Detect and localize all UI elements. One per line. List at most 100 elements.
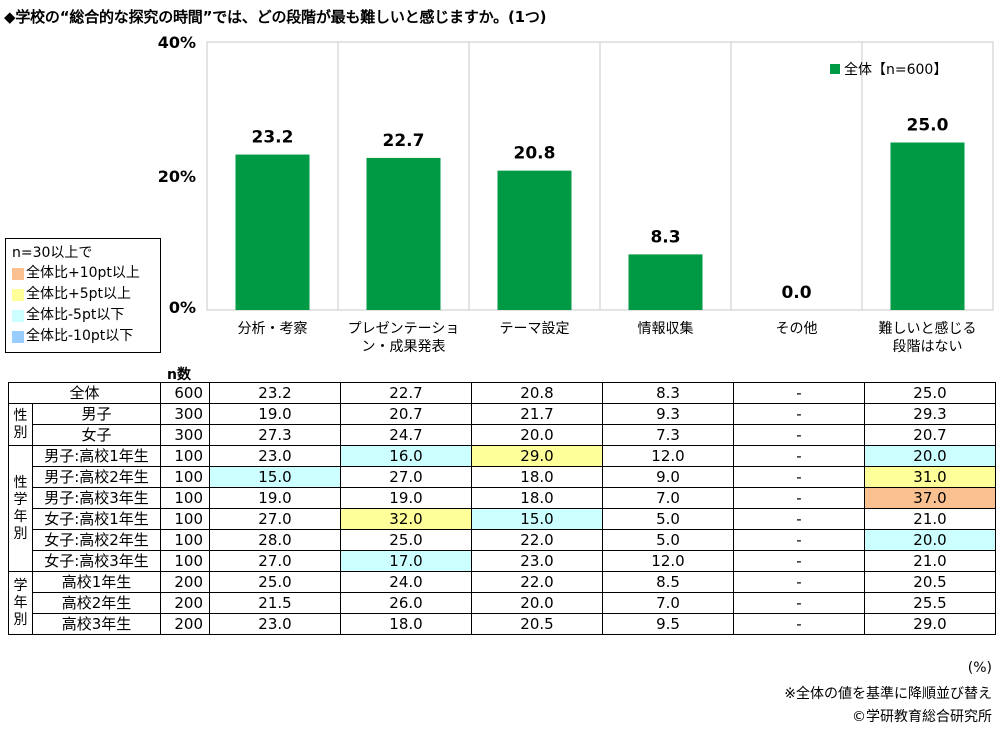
- value-cell: 20.7: [864, 424, 996, 446]
- value-cell: 8.3: [602, 382, 734, 404]
- value-cell: 21.5: [209, 592, 341, 614]
- table-row: 女子 300 27.3 24.7 20.0 7.3-20.7: [9, 424, 996, 446]
- x-category-label: 難しいと感じる 段階はない: [878, 321, 977, 355]
- value-cell: 20.0: [471, 592, 603, 614]
- legend-label: 全体比-5pt以下: [26, 307, 125, 323]
- n-count-cell: 300: [160, 403, 210, 425]
- value-cell: 20.0: [864, 529, 996, 551]
- legend-label: 全体比+10pt以上: [26, 265, 140, 281]
- crosstab-table: 全体 600 23.2 22.7 20.8 8.3-25.0 性別 男子 300 19.0 20.7…: [8, 382, 996, 635]
- n-count-cell: 200: [160, 592, 210, 614]
- n-count-cell: 300: [160, 424, 210, 446]
- x-category-label: 情報収集: [637, 321, 694, 337]
- highlight-legend-header: n=30以上で: [12, 245, 93, 261]
- value-cell: 20.5: [471, 613, 603, 635]
- value-cell: 12.0: [602, 550, 734, 572]
- row-label: 高校1年生: [32, 571, 161, 593]
- value-cell: 8.5: [602, 571, 734, 593]
- value-cell: 31.0: [864, 466, 996, 488]
- value-cell: 29.0: [864, 613, 996, 635]
- legend-swatch: [12, 330, 24, 343]
- copyright-note: ©学研教育総合研究所: [852, 709, 992, 725]
- bar: [497, 170, 572, 310]
- unit-note: (%): [967, 660, 992, 676]
- row-label: 全体: [8, 382, 161, 404]
- value-cell: 22.0: [471, 571, 603, 593]
- value-cell: -: [733, 424, 865, 446]
- value-cell: -: [733, 592, 865, 614]
- value-cell: 9.3: [602, 403, 734, 425]
- value-cell: 7.0: [602, 487, 734, 509]
- n-count-cell: 600: [160, 382, 210, 404]
- value-cell: 27.3: [209, 424, 341, 446]
- value-cell: 9.5: [602, 613, 734, 635]
- value-cell: 28.0: [209, 529, 341, 551]
- value-cell: 25.0: [864, 382, 996, 404]
- value-cell: 21.0: [864, 508, 996, 530]
- value-cell: -: [733, 613, 865, 635]
- row-label: 男子:高校2年生: [32, 466, 161, 488]
- value-cell: 9.0: [602, 466, 734, 488]
- value-cell: 18.0: [340, 613, 472, 635]
- y-tick-label: 20%: [158, 167, 196, 186]
- value-cell: 5.0: [602, 529, 734, 551]
- n-count-cell: 100: [160, 487, 210, 509]
- value-cell: 23.0: [471, 550, 603, 572]
- value-cell: -: [733, 550, 865, 572]
- value-cell: 23.2: [209, 382, 341, 404]
- value-cell: 27.0: [209, 550, 341, 572]
- table-row: 全体 600 23.2 22.7 20.8 8.3-25.0: [8, 382, 996, 404]
- bar-chart: 0% 20% 40% 23.2 22.7 20.8 8.3 0.0 25.0 全体【n=600】: [158, 33, 994, 317]
- legend-label: 全体比+5pt以上: [26, 286, 132, 302]
- row-label: 高校3年生: [32, 613, 161, 635]
- value-cell: 5.0: [602, 508, 734, 530]
- value-cell: 20.0: [864, 445, 996, 467]
- y-tick-label: 0%: [169, 298, 196, 317]
- value-cell: 18.0: [471, 487, 603, 509]
- series-legend-label: 全体【n=600】: [844, 61, 947, 78]
- n-count-header: n数: [167, 367, 191, 383]
- value-cell: 24.0: [340, 571, 472, 593]
- value-cell: 21.0: [864, 550, 996, 572]
- row-label: 女子:高校2年生: [32, 529, 161, 551]
- value-cell: 22.0: [471, 529, 603, 551]
- x-category-label: プレゼンテーショ ン・成果発表: [347, 321, 460, 355]
- value-cell: 18.0: [471, 466, 603, 488]
- legend-swatch: [12, 267, 24, 280]
- value-cell: 19.0: [209, 403, 341, 425]
- value-cell: 12.0: [602, 445, 734, 467]
- n-count-cell: 100: [160, 508, 210, 530]
- series-legend-swatch: [830, 64, 840, 74]
- value-cell: 23.0: [209, 613, 341, 635]
- value-cell: 15.0: [471, 508, 603, 530]
- bar-value-label: 23.2: [252, 128, 294, 148]
- bar-value-label: 20.8: [514, 144, 556, 164]
- value-cell: 23.0: [209, 445, 341, 467]
- bar: [235, 154, 310, 310]
- bar-value-label: 0.0: [781, 283, 811, 303]
- value-cell: -: [733, 403, 865, 425]
- n-count-cell: 200: [160, 571, 210, 593]
- value-cell: 16.0: [340, 445, 472, 467]
- value-cell: -: [733, 529, 865, 551]
- value-cell: 25.0: [340, 529, 472, 551]
- row-group-label: 性別: [8, 403, 33, 446]
- value-cell: 17.0: [340, 550, 472, 572]
- highlight-legend-item: 全体比+10pt以上: [12, 263, 154, 284]
- value-cell: -: [733, 445, 865, 467]
- value-cell: -: [733, 571, 865, 593]
- bar-value-label: 22.7: [383, 131, 425, 151]
- value-cell: 20.8: [471, 382, 603, 404]
- row-group-label: 学年別: [8, 571, 33, 635]
- table-row: 高校2年生 200 21.5 26.0 20.0 7.0-25.5: [9, 592, 996, 614]
- value-cell: 20.5: [864, 571, 996, 593]
- n-count-cell: 100: [160, 550, 210, 572]
- bar: [628, 254, 703, 310]
- n-count-cell: 100: [160, 466, 210, 488]
- n-count-cell: 100: [160, 529, 210, 551]
- chart-title: ◆学校の“総合的な探究の時間”では、どの段階が最も難しいと感じますか。(1つ): [4, 8, 547, 26]
- value-cell: 7.0: [602, 592, 734, 614]
- value-cell: -: [733, 382, 865, 404]
- row-group-label: 性学年別: [8, 445, 33, 572]
- value-cell: 29.0: [471, 445, 603, 467]
